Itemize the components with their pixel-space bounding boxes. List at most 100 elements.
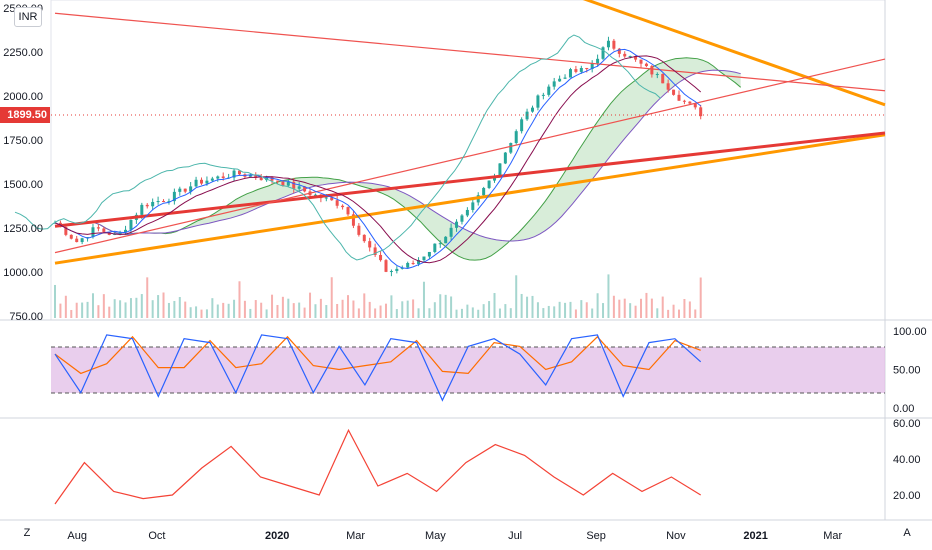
volume-bar	[471, 307, 474, 318]
volume-bar	[645, 292, 648, 318]
candle-body	[384, 260, 388, 272]
currency-button[interactable]: INR	[14, 7, 42, 27]
stoch-k-line	[54, 334, 702, 402]
volume-bar	[227, 303, 230, 318]
adx-line	[54, 428, 702, 505]
candle-body	[465, 209, 469, 216]
volume-bar	[162, 292, 165, 318]
candle-body	[80, 238, 84, 243]
trendlines[interactable]	[54, 0, 886, 265]
volume-bar	[650, 298, 653, 318]
volume-bar	[683, 299, 686, 318]
candle-body	[672, 89, 676, 95]
volume-bar	[368, 301, 371, 318]
price-axis-tick: 2250.00	[3, 47, 43, 59]
volume-bar	[281, 296, 284, 318]
trendline	[54, 58, 886, 254]
candle-body	[482, 187, 486, 196]
candle-body	[368, 241, 372, 248]
volume-bar	[699, 277, 702, 318]
volume-bar	[433, 302, 436, 318]
volume-bar	[444, 294, 447, 318]
candle-body	[118, 232, 122, 234]
volume-bar	[677, 309, 680, 318]
volume-bar	[553, 306, 556, 318]
time-axis-tick: Nov	[666, 530, 686, 542]
candle-body	[151, 201, 155, 207]
candle-body	[688, 101, 692, 104]
volume-bar	[233, 299, 236, 318]
candle-body	[210, 178, 214, 181]
volume-bar	[477, 309, 480, 318]
price-axis-tick: 1000.00	[3, 267, 43, 279]
volume-bar	[466, 304, 469, 318]
auto-scale-button[interactable]: A	[898, 524, 916, 542]
time-axis-tick: Jul	[508, 530, 522, 542]
volume-bar	[292, 303, 295, 318]
candle-body	[612, 40, 616, 49]
candle-body	[362, 234, 366, 242]
volume-bar	[211, 298, 214, 318]
volume-bar	[260, 302, 263, 318]
trendline	[54, 133, 886, 265]
candle-body	[574, 69, 578, 72]
indicator-lines	[14, 34, 702, 505]
candle-body	[693, 103, 697, 108]
volume-bar	[238, 281, 241, 318]
candle-body	[313, 194, 317, 196]
candle-body	[471, 202, 475, 210]
volume-bar	[509, 308, 512, 318]
current-price-badge: 1899.50	[0, 107, 50, 123]
volume-bar	[124, 302, 127, 318]
candle-body	[514, 131, 518, 144]
volume-bar	[330, 277, 333, 318]
zoom-button[interactable]: Z	[18, 524, 36, 542]
candle-body	[541, 94, 545, 96]
volume-bar	[319, 298, 322, 318]
time-axis-tick: Sep	[586, 530, 606, 542]
candle-body	[498, 163, 502, 177]
volume-bar	[249, 308, 252, 318]
trendline	[582, 0, 886, 107]
leading-span-b	[94, 69, 741, 242]
candle-body	[438, 243, 442, 245]
candle-body	[297, 186, 301, 189]
candle-body	[373, 247, 377, 255]
volume-bar	[629, 303, 632, 318]
candle-body	[357, 225, 361, 235]
volume-bar	[520, 293, 523, 318]
adx-axis-tick: 40.00	[893, 454, 921, 466]
candle-body	[379, 254, 383, 261]
volume-bar	[493, 293, 496, 318]
time-axis-tick: Aug	[67, 530, 87, 542]
volume-bar	[612, 295, 615, 318]
candle-body	[167, 201, 171, 203]
volume-bar	[395, 309, 398, 318]
volume-bar	[401, 301, 404, 318]
candle-body	[324, 197, 328, 199]
volume-bar	[569, 301, 572, 318]
candle-body	[644, 63, 648, 67]
volume-bar	[287, 298, 290, 318]
volume-bar	[585, 302, 588, 318]
volume-bar	[222, 302, 225, 318]
candle-body	[601, 47, 605, 59]
candle-body	[699, 107, 703, 117]
volume-bar	[515, 275, 518, 318]
volume-bar	[526, 296, 529, 318]
candle-body	[617, 48, 621, 54]
volume-bar	[119, 300, 122, 318]
candle-body	[194, 179, 198, 187]
candle-body	[487, 180, 491, 188]
volume-bar	[357, 308, 360, 318]
candle-body	[530, 107, 534, 112]
volume-bar	[205, 309, 208, 318]
volume-bar	[195, 306, 198, 318]
leading-span-a	[94, 57, 742, 261]
candle-body	[124, 229, 128, 233]
candle-body	[189, 186, 193, 192]
volume-bar	[618, 299, 621, 318]
candle-body	[330, 197, 334, 201]
main-pane-frame	[50, 0, 886, 321]
